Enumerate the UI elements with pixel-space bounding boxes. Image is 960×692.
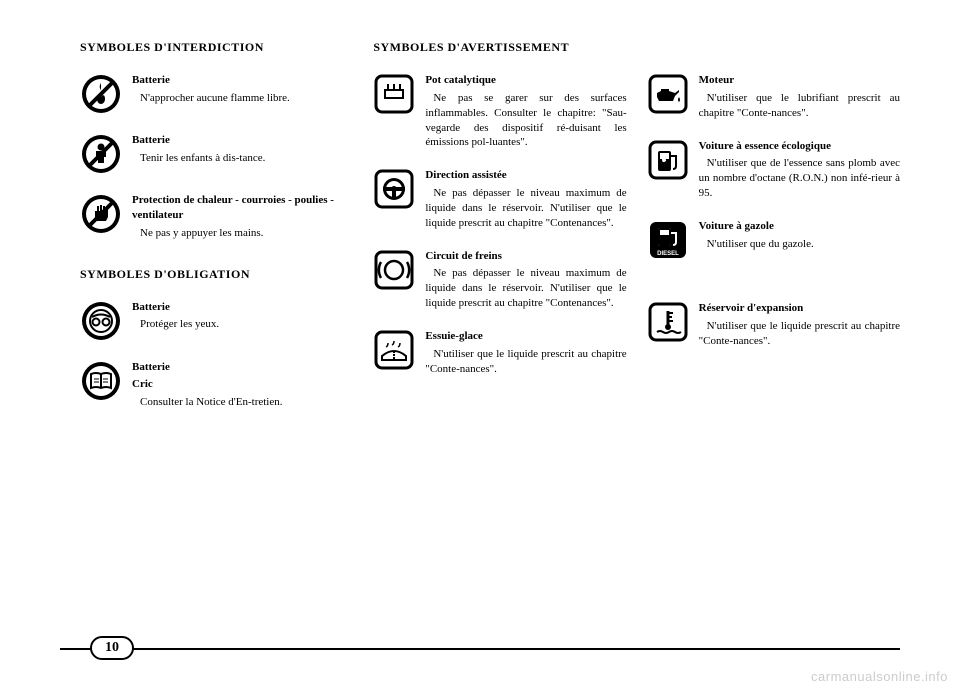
entry-text: Batterie N'approcher aucune flamme libre… bbox=[132, 73, 343, 106]
entry-title: Voiture à gazole bbox=[699, 219, 900, 234]
entry-battery-eyes: Batterie Protéger les yeux. bbox=[80, 300, 343, 342]
column-left: SYMBOLES D'INTERDICTION Batterie N'appro… bbox=[80, 40, 343, 428]
entry-battery-children: Batterie Tenir les enfants à dis-tance. bbox=[80, 133, 343, 175]
keep-children-away-icon bbox=[80, 133, 122, 175]
page-footer: 10 bbox=[60, 636, 900, 662]
footer-rule bbox=[60, 648, 900, 650]
entry-body: Consulter la Notice d'En-tretien. bbox=[132, 395, 343, 410]
subcol-left: Pot catalytique Ne pas se garer sur des … bbox=[373, 73, 626, 395]
brake-icon bbox=[373, 249, 415, 291]
entry-brake-circuit: Circuit de freins Ne pas dépasser le niv… bbox=[373, 249, 626, 311]
diesel-pump-icon: DIESEL bbox=[647, 219, 689, 261]
entry-battery-flame: Batterie N'approcher aucune flamme libre… bbox=[80, 73, 343, 115]
entry-title: Pot catalytique bbox=[425, 73, 626, 88]
watermark: carmanualsonline.info bbox=[811, 669, 948, 684]
page-number: 10 bbox=[90, 636, 134, 660]
entry-body: N'utiliser que le liquide prescrit au ch… bbox=[425, 347, 626, 377]
entry-text: Voiture à gazole N'utiliser que du gazol… bbox=[699, 219, 900, 252]
entry-title: Réservoir d'expansion bbox=[699, 301, 900, 316]
svg-text:DIESEL: DIESEL bbox=[657, 251, 679, 257]
entry-diesel: DIESEL Voiture à gazole N'utiliser que d… bbox=[647, 219, 900, 261]
warning-subcolumns: Pot catalytique Ne pas se garer sur des … bbox=[373, 73, 900, 395]
oil-can-icon bbox=[647, 73, 689, 115]
entry-body: N'utiliser que le lubrifiant prescrit au… bbox=[699, 91, 900, 121]
subcol-right: Moteur N'utiliser que le lubrifiant pres… bbox=[647, 73, 900, 395]
entry-text: Protection de chaleur - courroies - poul… bbox=[132, 193, 343, 241]
entry-title: Batterie bbox=[132, 300, 343, 315]
entry-text: Batterie Tenir les enfants à dis-tance. bbox=[132, 133, 343, 166]
entry-body: Tenir les enfants à dis-tance. bbox=[132, 151, 343, 166]
no-hands-icon bbox=[80, 193, 122, 235]
heading-obligation: SYMBOLES D'OBLIGATION bbox=[80, 267, 343, 282]
entry-body: Ne pas dépasser le niveau maximum de liq… bbox=[425, 186, 626, 231]
entry-title: Batterie bbox=[132, 73, 343, 88]
entry-title: Voiture à essence écologique bbox=[699, 139, 900, 154]
entry-subtitle: Cric bbox=[132, 377, 343, 392]
catalytic-icon bbox=[373, 73, 415, 115]
entry-text: Réservoir d'expansion N'utiliser que le … bbox=[699, 301, 900, 349]
entry-expansion-tank: Réservoir d'expansion N'utiliser que le … bbox=[647, 301, 900, 349]
entry-title: Moteur bbox=[699, 73, 900, 88]
entry-wiper: Essuie-glace N'utiliser que le liquide p… bbox=[373, 329, 626, 377]
entry-title: Essuie-glace bbox=[425, 329, 626, 344]
entry-body: Ne pas dépasser le niveau maximum de liq… bbox=[425, 266, 626, 311]
entry-body: Ne pas y appuyer les mains. bbox=[132, 226, 343, 241]
entry-body: Protéger les yeux. bbox=[132, 317, 343, 332]
heading-interdiction: SYMBOLES D'INTERDICTION bbox=[80, 40, 343, 55]
entry-body: N'approcher aucune flamme libre. bbox=[132, 91, 343, 106]
entry-body: Ne pas se garer sur des surfaces inflamm… bbox=[425, 91, 626, 150]
entry-power-steering: Direction assistée Ne pas dépasser le ni… bbox=[373, 168, 626, 230]
entry-text: Circuit de freins Ne pas dépasser le niv… bbox=[425, 249, 626, 311]
heading-warning: SYMBOLES D'AVERTISSEMENT bbox=[373, 40, 900, 55]
entry-title: Batterie bbox=[132, 133, 343, 148]
column-right: SYMBOLES D'AVERTISSEMENT Pot catalytique… bbox=[373, 40, 900, 428]
entry-title: Protection de chaleur - courroies - poul… bbox=[132, 193, 343, 223]
goggles-icon bbox=[80, 300, 122, 342]
entry-catalytic: Pot catalytique Ne pas se garer sur des … bbox=[373, 73, 626, 150]
entry-title: Direction assistée bbox=[425, 168, 626, 183]
entry-text: Pot catalytique Ne pas se garer sur des … bbox=[425, 73, 626, 150]
content-columns: SYMBOLES D'INTERDICTION Batterie N'appro… bbox=[80, 40, 900, 428]
entry-body: N'utiliser que du gazole. bbox=[699, 237, 900, 252]
entry-heat-belt-fan: Protection de chaleur - courroies - poul… bbox=[80, 193, 343, 241]
entry-text: Direction assistée Ne pas dépasser le ni… bbox=[425, 168, 626, 230]
entry-eco-petrol: Voiture à essence écologique N'utiliser … bbox=[647, 139, 900, 201]
coolant-temp-icon bbox=[647, 301, 689, 343]
eco-fuel-pump-icon bbox=[647, 139, 689, 181]
entry-engine: Moteur N'utiliser que le lubrifiant pres… bbox=[647, 73, 900, 121]
entry-text: Essuie-glace N'utiliser que le liquide p… bbox=[425, 329, 626, 377]
entry-text: Batterie Cric Consulter la Notice d'En-t… bbox=[132, 360, 343, 411]
manual-page: SYMBOLES D'INTERDICTION Batterie N'appro… bbox=[0, 0, 960, 692]
entry-battery-jack: Batterie Cric Consulter la Notice d'En-t… bbox=[80, 360, 343, 411]
entry-text: Voiture à essence écologique N'utiliser … bbox=[699, 139, 900, 201]
entry-title: Batterie bbox=[132, 360, 343, 375]
steering-wheel-icon bbox=[373, 168, 415, 210]
entry-text: Batterie Protéger les yeux. bbox=[132, 300, 343, 333]
entry-body: N'utiliser que de l'essence sans plomb a… bbox=[699, 156, 900, 201]
entry-body: N'utiliser que le liquide prescrit au ch… bbox=[699, 319, 900, 349]
windshield-wiper-icon bbox=[373, 329, 415, 371]
manual-book-icon bbox=[80, 360, 122, 402]
no-flame-icon bbox=[80, 73, 122, 115]
entry-title: Circuit de freins bbox=[425, 249, 626, 264]
entry-text: Moteur N'utiliser que le lubrifiant pres… bbox=[699, 73, 900, 121]
